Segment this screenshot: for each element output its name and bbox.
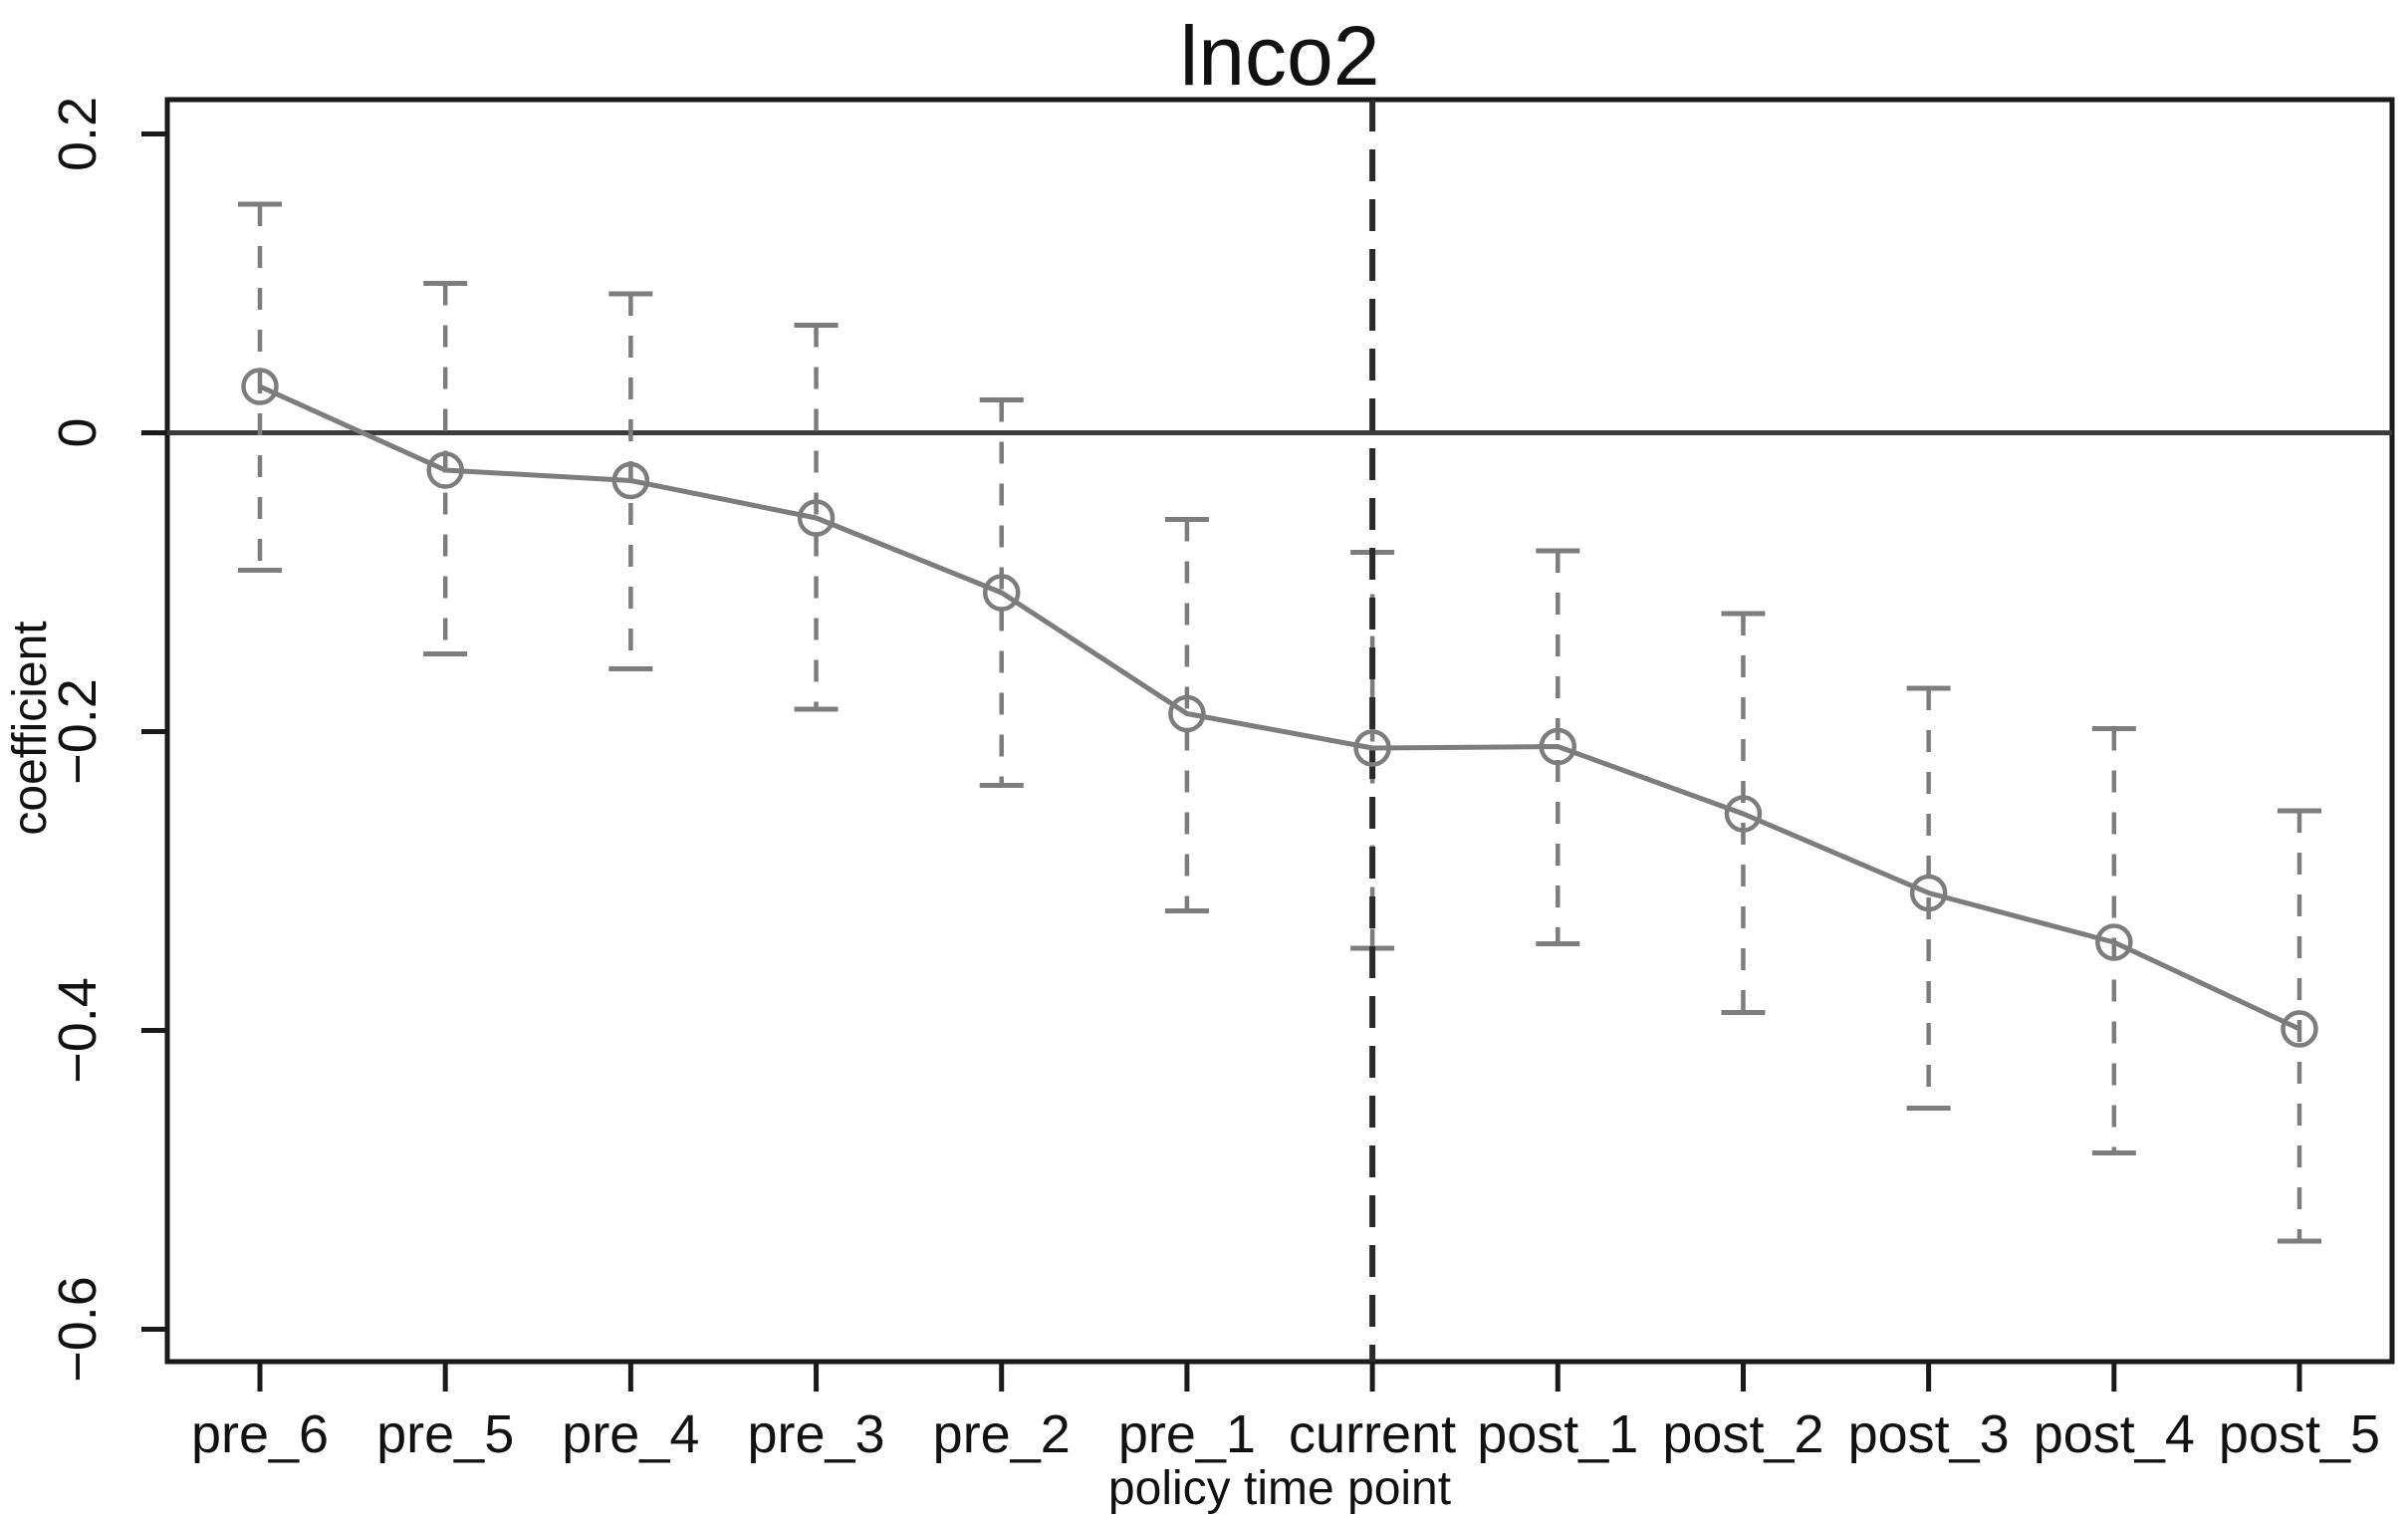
coefficient-marker [1353,729,1391,767]
coefficient-marker [2281,1010,2318,1048]
x-axis-tick-label: pre_1 [1118,1404,1256,1464]
coefficient-marker [1539,727,1577,766]
coefficient-marker [241,368,279,405]
coefficient-marker [1724,795,1763,833]
coefficient-marker [982,574,1021,612]
coefficient-marker [611,461,650,500]
x-axis-tick-label: pre_6 [191,1404,329,1464]
x-axis-title: policy time point [1108,1462,1451,1515]
coefficient-marker [1168,694,1206,733]
coefficient-marker [426,451,464,489]
x-axis-tick-label: pre_2 [933,1404,1071,1464]
coefficient-marker [2095,923,2133,961]
x-axis-tick-label: current [1289,1404,1456,1464]
x-axis-tick-label: post_1 [1477,1404,1638,1464]
y-axis-tick-label: 0.2 [48,97,108,171]
x-axis-tick-label: pre_5 [376,1404,514,1464]
x-axis-tick-label: post_4 [2034,1404,2195,1464]
x-axis-tick-label: pre_4 [562,1404,699,1464]
y-axis-title: coefficient [4,621,57,835]
y-axis-tick-label: −0.6 [48,1276,108,1383]
x-axis-tick-label: post_2 [1662,1404,1823,1464]
x-axis-tick-label: post_5 [2219,1404,2380,1464]
x-axis-tick-label: post_3 [1848,1404,2010,1464]
y-axis-tick-label: −0.4 [48,977,108,1084]
coefficient-marker [1909,874,1948,912]
coefficient-series-line [258,383,2301,1032]
y-axis-tick-label: −0.2 [48,678,108,785]
x-axis-tick-label: pre_3 [747,1404,884,1464]
chart-title: lnco2 [1180,9,1380,103]
y-axis-tick-label: 0 [48,417,108,447]
coefficient-marker [797,499,836,537]
